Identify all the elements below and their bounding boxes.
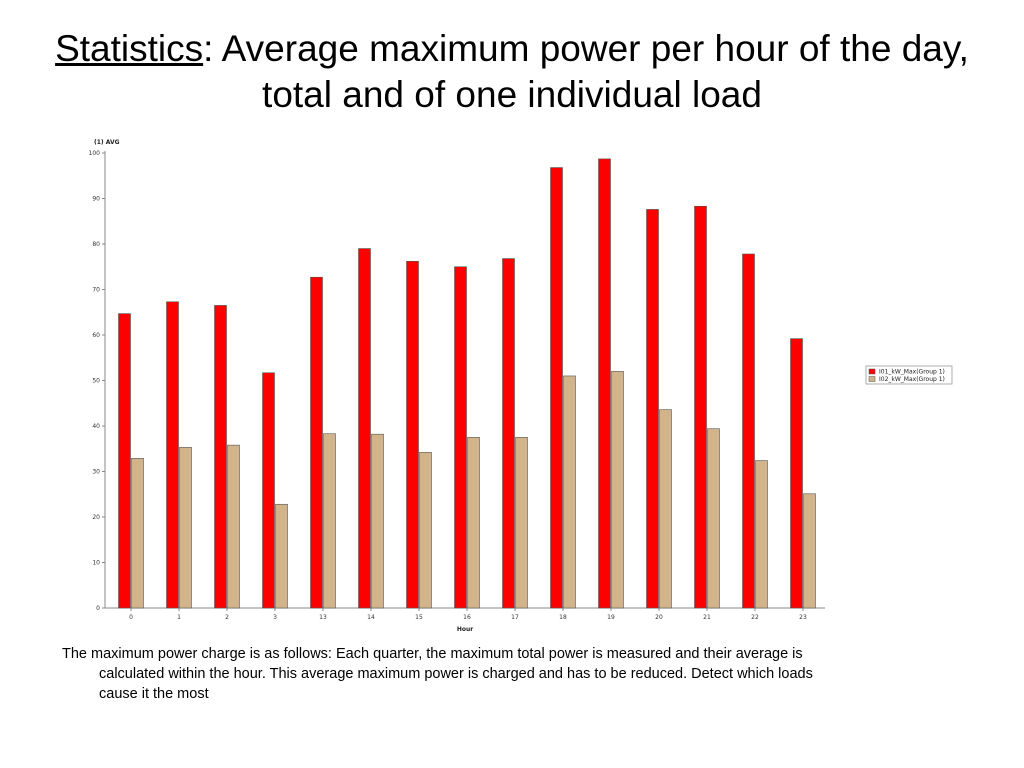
bar-2 — [707, 428, 720, 609]
bar-2 — [419, 452, 432, 609]
legend-swatch-1 — [868, 368, 876, 375]
y-tick-label: 0 — [96, 605, 100, 612]
bar-1 — [310, 276, 323, 609]
legend-label-1: I01_kW_Max(Group 1) — [879, 369, 945, 376]
bar-1 — [406, 260, 419, 609]
x-tick-label: 18 — [559, 614, 567, 621]
bar-2 — [227, 444, 240, 609]
x-tick-label: 15 — [415, 614, 423, 621]
x-tick-label: 21 — [703, 614, 711, 621]
x-tick-label: 3 — [273, 614, 277, 621]
x-tick-label: 13 — [319, 614, 327, 621]
bar-2 — [131, 458, 144, 609]
y-axis-title: (1) AVG — [94, 139, 120, 146]
caption-line-3: cause it the most — [99, 686, 209, 702]
x-tick-label: 19 — [607, 614, 615, 621]
bar-2 — [659, 409, 672, 609]
y-tick-label: 60 — [92, 332, 100, 339]
legend-label-2: I02_kW_Max(Group 1) — [879, 376, 945, 383]
y-tick-label: 80 — [92, 241, 100, 248]
caption-line-1: The maximum power charge is as follows: … — [62, 646, 803, 662]
bar-1 — [454, 266, 467, 609]
bar-1 — [790, 338, 803, 609]
bar-1 — [598, 158, 611, 609]
bar-chart: 0 10 20 30 40 50 60 70 80 90 100 (1) AVG 0 1 2 3 13 14 15 1… — [70, 132, 970, 642]
bar-2 — [755, 460, 768, 609]
bar-2 — [467, 437, 480, 609]
y-tick-label: 10 — [92, 560, 100, 567]
bar-1 — [742, 253, 755, 609]
x-tick-label: 22 — [751, 614, 759, 621]
caption-line-2: calculated within the hour. This average… — [99, 666, 813, 682]
bar-1 — [694, 205, 707, 609]
bar-1 — [262, 372, 275, 609]
x-tick-label: 20 — [655, 614, 663, 621]
y-tick-label: 100 — [89, 150, 101, 157]
bar-2 — [275, 503, 288, 609]
x-tick-label: 2 — [225, 614, 229, 621]
bar-1 — [214, 305, 227, 609]
bar-1 — [550, 167, 563, 609]
y-tick-label: 90 — [92, 196, 100, 203]
bar-1 — [358, 248, 371, 609]
bar-2 — [803, 493, 816, 609]
bar-1 — [502, 258, 515, 609]
y-tick-label: 70 — [92, 287, 100, 294]
x-tick-label: 0 — [129, 614, 133, 621]
legend-box — [865, 365, 953, 385]
bar-2 — [371, 433, 384, 609]
bar-1 — [118, 313, 131, 609]
y-tick-label: 20 — [92, 514, 100, 521]
title-rest: : Average maximum power per hour of the … — [203, 28, 969, 115]
title-statistics-word: Statistics — [55, 28, 204, 69]
legend-swatch-2 — [868, 376, 876, 382]
x-tick-label: 14 — [367, 614, 375, 621]
bar-2 — [323, 433, 336, 609]
bar-1 — [166, 301, 179, 609]
bar-1 — [646, 209, 659, 609]
slide-title: Statistics: Average maximum power per ho… — [30, 26, 994, 118]
bar-2 — [179, 447, 192, 609]
bar-2 — [515, 437, 528, 609]
x-tick-label: 17 — [511, 614, 519, 621]
x-tick-label: 16 — [463, 614, 471, 621]
slide-caption: The maximum power charge is as follows: … — [62, 644, 962, 704]
bar-2 — [563, 375, 576, 609]
x-tick-label: 1 — [177, 614, 181, 621]
y-tick-label: 40 — [92, 423, 100, 430]
y-tick-label: 30 — [92, 469, 100, 476]
x-axis-title: Hour — [457, 626, 473, 633]
y-tick-label: 50 — [92, 378, 100, 385]
bar-2 — [611, 371, 624, 609]
x-tick-label: 23 — [799, 614, 807, 621]
